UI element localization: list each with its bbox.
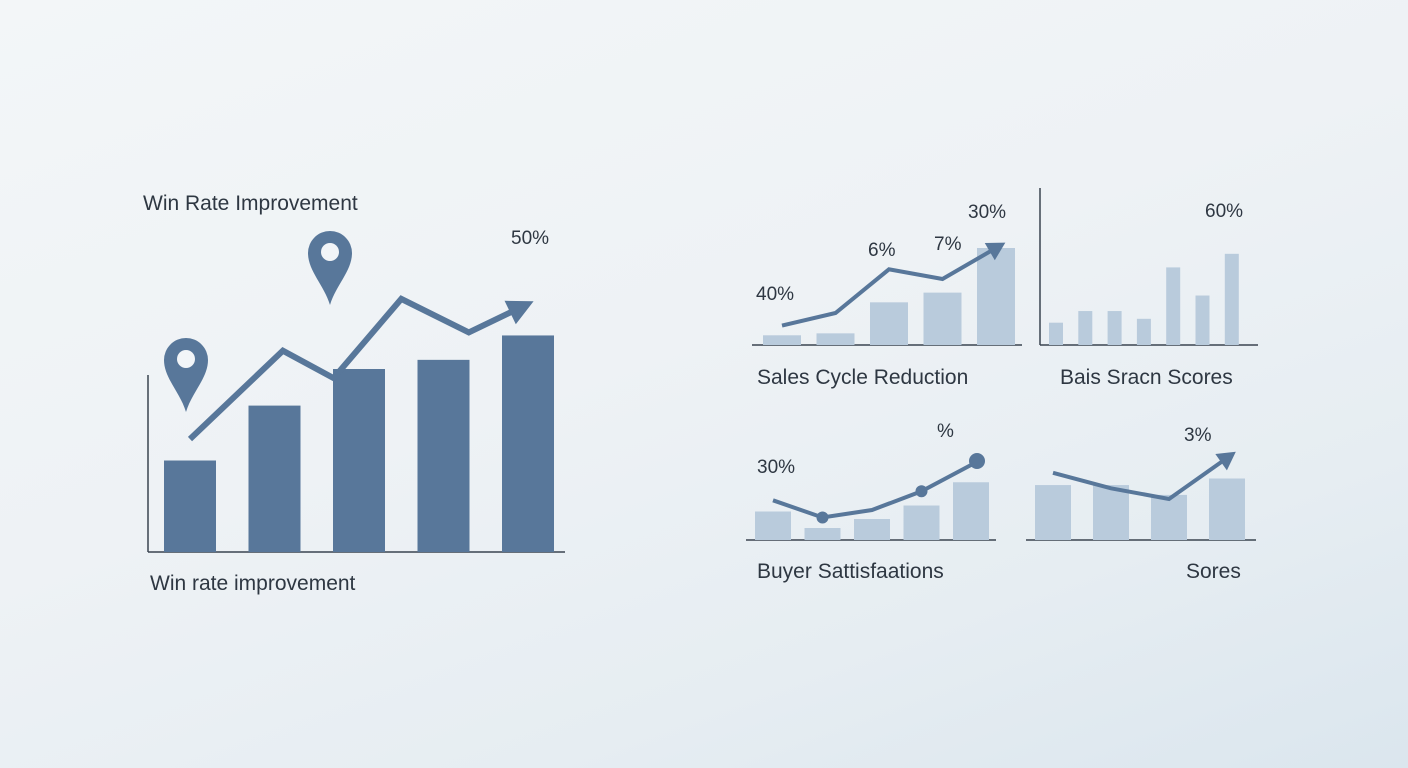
c1-trend-line xyxy=(187,295,521,442)
chart5-annotation: 3% xyxy=(1184,425,1212,446)
c3-bar-7 xyxy=(1224,253,1239,345)
c4-trend-end-dot xyxy=(969,453,985,469)
chart1-annotation: 50% xyxy=(511,228,550,249)
c5-trend-line xyxy=(1052,456,1229,502)
map-pin-icon xyxy=(308,231,352,305)
c2-bar-1 xyxy=(763,335,801,345)
c5-bar-4 xyxy=(1209,478,1245,540)
c2-bar-2 xyxy=(816,333,855,345)
chart3-title: Bais Sracn Scores xyxy=(1060,366,1233,389)
map-pin-icon-hole-1 xyxy=(177,350,195,368)
c2-bar-5 xyxy=(977,248,1015,345)
c1-bar-1 xyxy=(164,460,216,552)
chart4-title: Buyer Sattisfaations xyxy=(757,560,944,583)
chart5-title: Sores xyxy=(1186,560,1241,583)
c1-bar-4 xyxy=(417,359,470,552)
c2-bar-3 xyxy=(870,302,908,345)
c5-bar-3 xyxy=(1151,494,1187,540)
c4-bar-3 xyxy=(854,519,890,540)
c2-trend-arrowhead xyxy=(984,242,1006,261)
c3-bar-2 xyxy=(1078,311,1093,345)
c3-bar-6 xyxy=(1195,295,1210,345)
c4-bar-1 xyxy=(755,511,791,540)
c3-bar-3 xyxy=(1107,311,1122,345)
chart1-title: Win Rate Improvement xyxy=(143,192,358,215)
chart4-annotation-30: 30% xyxy=(757,457,796,478)
c4-trend-dot-4 xyxy=(915,485,928,498)
map-pin-icon-hole-2 xyxy=(321,243,339,261)
c5-bar-1 xyxy=(1035,485,1071,540)
c4-bar-2 xyxy=(804,528,841,540)
c3-bar-5 xyxy=(1166,267,1181,345)
c2-bar-4 xyxy=(923,292,962,345)
c4-bar-5 xyxy=(953,482,989,540)
c3-bar-1 xyxy=(1049,322,1063,345)
c4-trend-dot-2 xyxy=(816,511,829,524)
c5-trend-arrowhead xyxy=(1215,451,1236,471)
c1-bar-2 xyxy=(248,405,301,552)
chart2-annotation-30: 30% xyxy=(968,202,1007,223)
chart3-annotation: 60% xyxy=(1205,201,1244,222)
map-pin-icon xyxy=(164,338,208,412)
c4-trend-line xyxy=(772,463,972,520)
c1-trend-arrowhead xyxy=(504,300,534,325)
c5-bar-2 xyxy=(1093,485,1129,540)
chart2-annotation-40: 40% xyxy=(756,284,795,305)
c2-trend-line xyxy=(781,246,998,328)
chart2-annotation-7: 7% xyxy=(934,234,962,255)
c1-bar-5 xyxy=(502,335,554,552)
chart4-annotation-pct: % xyxy=(937,421,954,442)
chart2-title: Sales Cycle Reduction xyxy=(757,366,969,389)
c4-bar-4 xyxy=(903,505,940,540)
chart2-annotation-6: 6% xyxy=(868,240,896,261)
c3-bar-4 xyxy=(1136,318,1151,345)
chart1-caption: Win rate improvement xyxy=(150,572,356,595)
c1-bar-3 xyxy=(333,369,385,552)
